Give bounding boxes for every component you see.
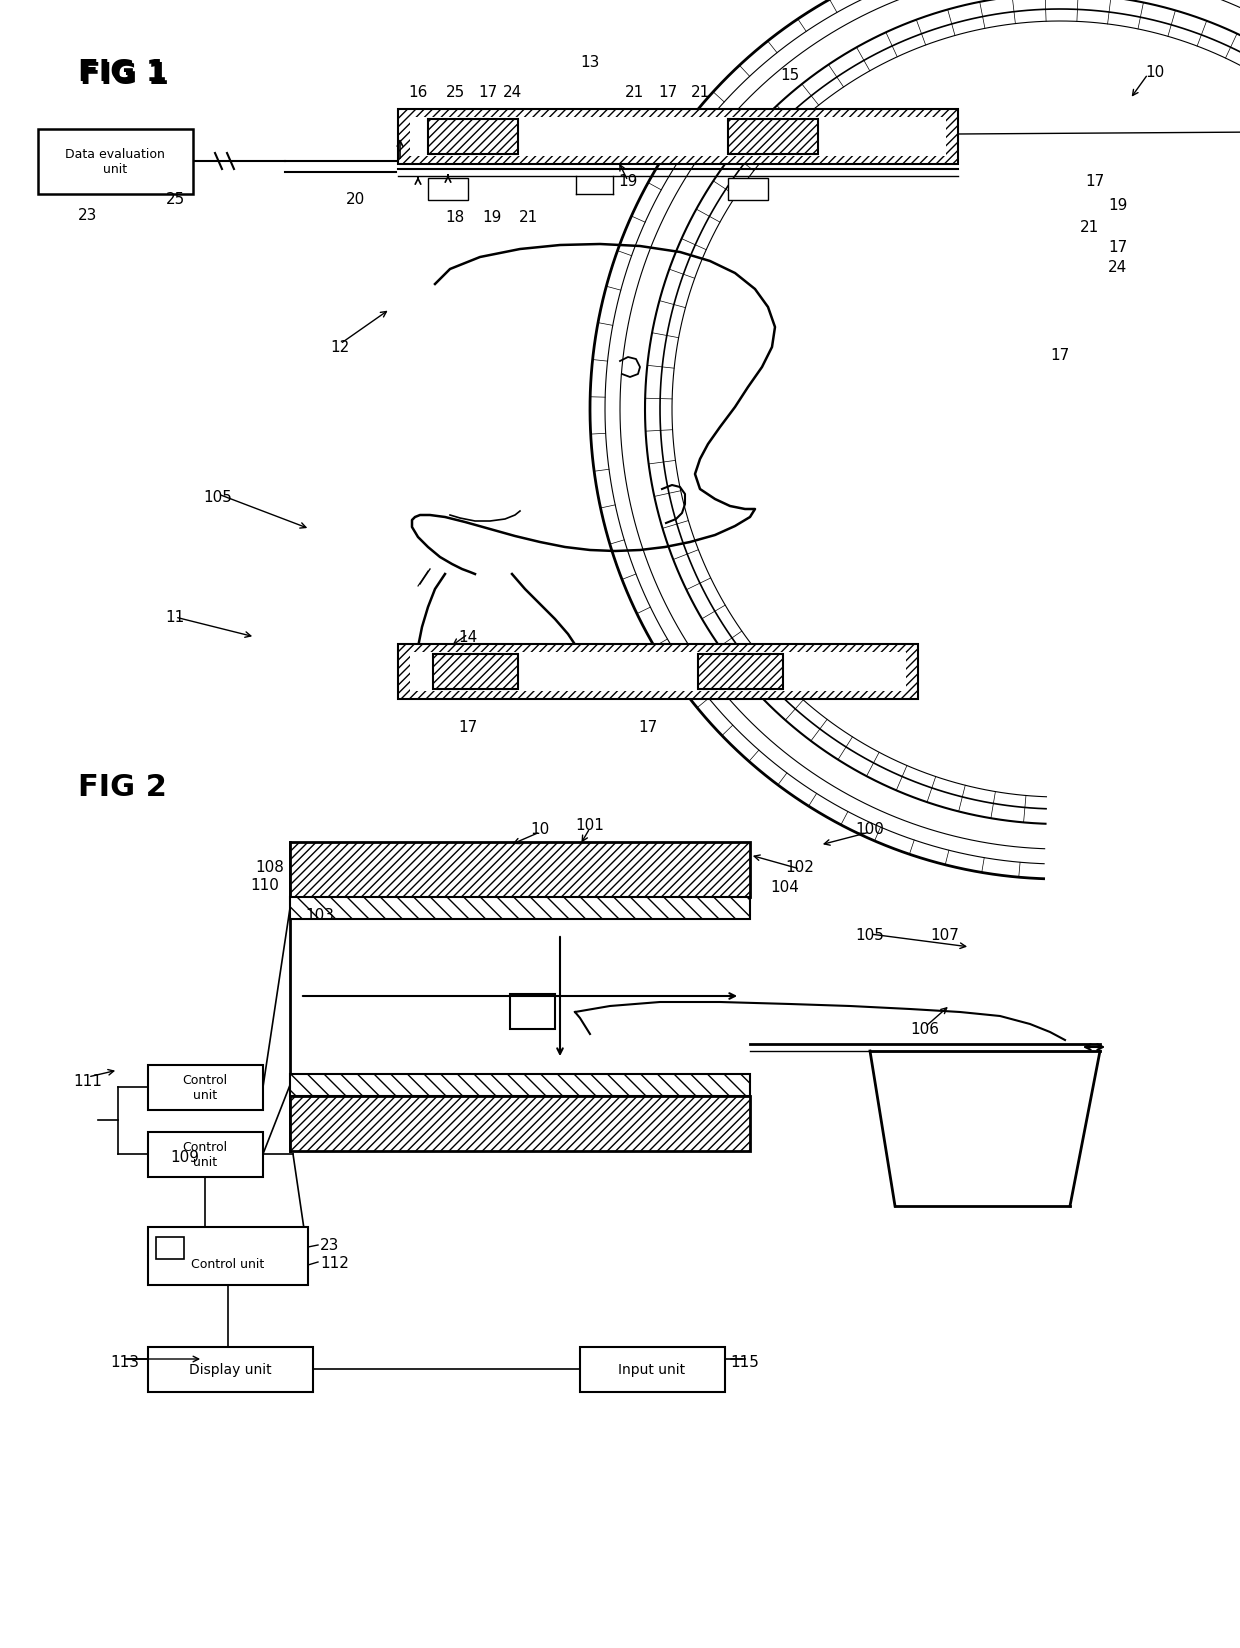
- Text: 25: 25: [445, 84, 465, 99]
- Bar: [698, 654, 782, 689]
- Bar: [38, 130, 193, 194]
- Text: Input unit: Input unit: [619, 1363, 686, 1376]
- Text: 15: 15: [780, 68, 800, 82]
- Text: 21: 21: [518, 211, 538, 226]
- Text: 109: 109: [171, 1150, 200, 1165]
- Text: 25: 25: [165, 193, 185, 208]
- Bar: [148, 1065, 263, 1111]
- Text: Data evaluation
unit: Data evaluation unit: [64, 148, 165, 176]
- Bar: [290, 1096, 750, 1152]
- Text: 107: 107: [930, 928, 960, 943]
- Bar: [398, 110, 959, 165]
- Text: 23: 23: [320, 1238, 340, 1252]
- Text: 17: 17: [459, 720, 477, 735]
- Bar: [148, 1132, 263, 1177]
- Text: 21: 21: [625, 84, 645, 99]
- Bar: [398, 644, 918, 699]
- Text: 13: 13: [580, 54, 600, 69]
- Text: 21: 21: [691, 84, 709, 99]
- Text: 17: 17: [639, 720, 657, 735]
- Text: Control
unit: Control unit: [182, 1073, 228, 1101]
- Text: 104: 104: [770, 880, 800, 895]
- Text: 110: 110: [250, 878, 279, 893]
- Bar: [156, 1238, 184, 1259]
- Text: 105: 105: [203, 489, 232, 506]
- Text: 108: 108: [255, 860, 284, 875]
- Bar: [433, 654, 518, 689]
- Bar: [290, 1074, 750, 1096]
- Bar: [410, 653, 906, 692]
- Text: 14: 14: [459, 630, 477, 644]
- Text: 113: 113: [110, 1355, 140, 1369]
- Text: 12: 12: [330, 339, 350, 356]
- Text: 24: 24: [1109, 260, 1127, 275]
- Bar: [290, 842, 750, 898]
- Text: 10: 10: [1146, 64, 1164, 79]
- Text: 18: 18: [445, 211, 465, 226]
- Bar: [580, 1346, 725, 1393]
- Text: 101: 101: [575, 817, 604, 832]
- Text: 20: 20: [346, 193, 365, 208]
- Bar: [728, 120, 818, 155]
- Text: 24: 24: [502, 84, 522, 99]
- Text: 10: 10: [531, 822, 549, 837]
- Text: 103: 103: [305, 908, 335, 923]
- Text: 102: 102: [786, 860, 815, 875]
- Bar: [510, 994, 556, 1030]
- Text: FIG 2: FIG 2: [78, 773, 167, 803]
- Text: 11: 11: [165, 610, 185, 625]
- Text: 23: 23: [78, 208, 98, 222]
- Text: 105: 105: [856, 928, 884, 943]
- Text: 17: 17: [1050, 348, 1070, 363]
- Text: 100: 100: [856, 822, 884, 837]
- Text: 112: 112: [320, 1254, 348, 1269]
- Bar: [728, 180, 768, 201]
- Text: 19: 19: [1109, 198, 1127, 213]
- Text: 17: 17: [1109, 241, 1127, 255]
- Bar: [428, 120, 518, 155]
- Bar: [410, 119, 946, 157]
- Text: 111: 111: [73, 1073, 103, 1088]
- Text: 106: 106: [910, 1022, 940, 1037]
- Text: 19: 19: [482, 211, 502, 226]
- Text: 17: 17: [1085, 175, 1105, 190]
- Text: Display unit: Display unit: [188, 1363, 272, 1376]
- Text: 16: 16: [408, 84, 428, 99]
- Bar: [428, 180, 467, 201]
- Text: 21: 21: [1080, 221, 1100, 236]
- Text: 17: 17: [658, 84, 677, 99]
- Bar: [148, 1346, 312, 1393]
- Text: 19: 19: [619, 175, 637, 190]
- Text: FIG 1: FIG 1: [78, 58, 167, 86]
- Text: 115: 115: [730, 1355, 759, 1369]
- Bar: [148, 1228, 308, 1285]
- Bar: [290, 898, 750, 920]
- Text: 17: 17: [479, 84, 497, 99]
- Text: Control unit: Control unit: [191, 1257, 264, 1271]
- Text: FIG 1: FIG 1: [81, 61, 169, 89]
- Text: Control
unit: Control unit: [182, 1140, 228, 1168]
